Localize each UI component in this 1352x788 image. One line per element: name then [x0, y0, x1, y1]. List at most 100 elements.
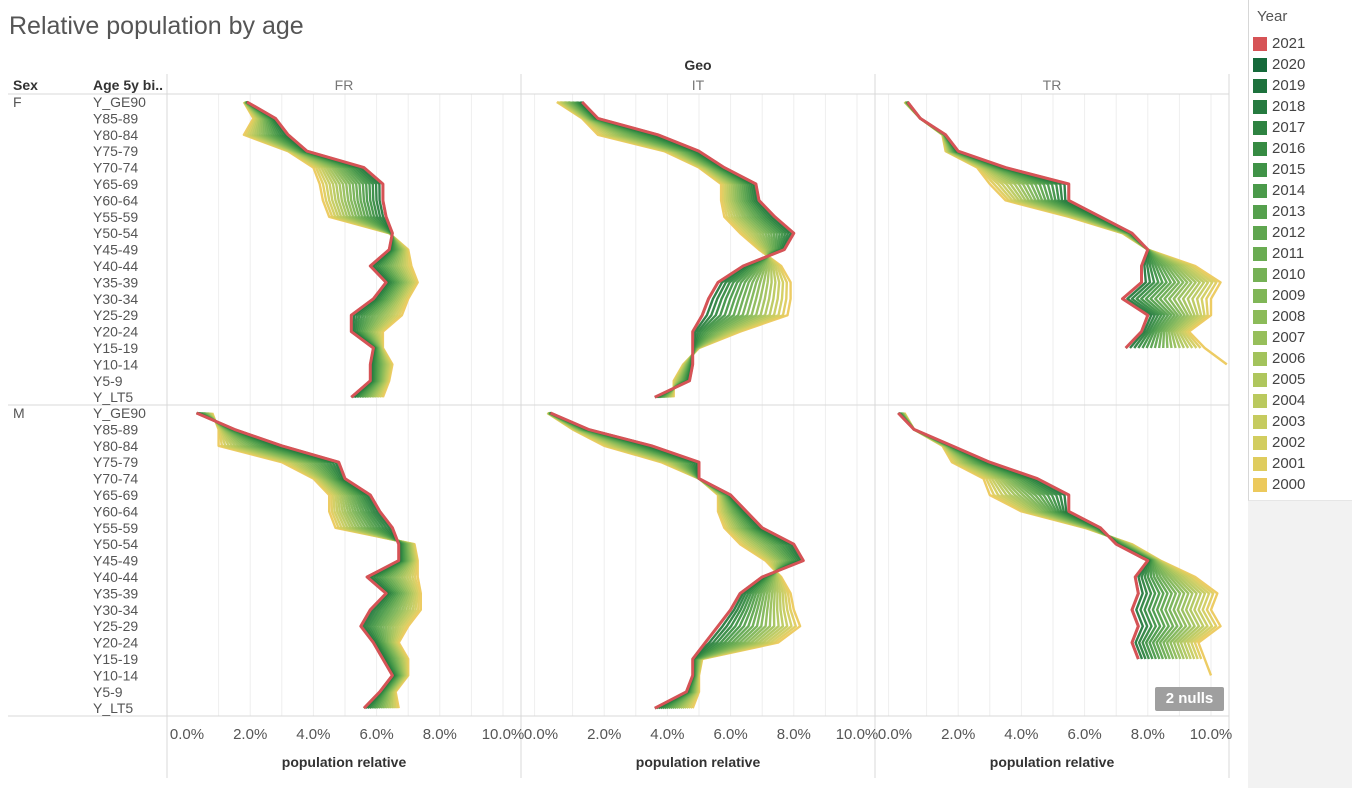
legend-swatch — [1253, 226, 1267, 240]
x-tick-label: 10.0% — [482, 726, 525, 743]
legend-item-2013[interactable]: 2013 — [1253, 202, 1349, 223]
age-label: Y25-29 — [93, 618, 138, 634]
series-line-tr-m-2021 — [897, 411, 1150, 660]
legend-item-2018[interactable]: 2018 — [1253, 97, 1349, 118]
legend-swatch — [1253, 310, 1267, 324]
legend-item-2000[interactable]: 2000 — [1253, 475, 1349, 496]
x-tick-label: 8.0% — [1131, 726, 1165, 743]
age-label: Y70-74 — [93, 471, 138, 487]
series-line-fr-f-2016 — [245, 100, 394, 399]
x-tick-label: 4.0% — [650, 726, 684, 743]
legend-item-2015[interactable]: 2015 — [1253, 160, 1349, 181]
legend-item-2012[interactable]: 2012 — [1253, 223, 1349, 244]
legend-item-2011[interactable]: 2011 — [1253, 244, 1349, 265]
legend-swatch — [1253, 100, 1267, 114]
legend-label: 2003 — [1272, 413, 1306, 430]
age-label: Y30-34 — [93, 602, 138, 618]
x-tick-label: 2.0% — [587, 726, 621, 743]
age-label: Y10-14 — [93, 356, 138, 372]
legend-item-2014[interactable]: 2014 — [1253, 181, 1349, 202]
age-label: Y45-49 — [93, 553, 138, 569]
age-label: Y85-89 — [93, 421, 138, 437]
age-label: Y20-24 — [93, 635, 138, 651]
page-title: Relative population by age — [9, 12, 304, 40]
legend-swatch — [1253, 163, 1267, 177]
legend-label: 2012 — [1272, 224, 1306, 241]
series-line-fr-m-2021 — [195, 411, 401, 710]
legend-label: 2018 — [1272, 98, 1306, 115]
age-label: Y55-59 — [93, 520, 138, 536]
legend-label: 2011 — [1272, 245, 1305, 262]
age-label: Y30-34 — [93, 291, 138, 307]
age-label: Y25-29 — [93, 307, 138, 323]
legend-swatch — [1253, 415, 1267, 429]
age-label: Y70-74 — [93, 160, 138, 176]
legend-item-2005[interactable]: 2005 — [1253, 370, 1349, 391]
legend-label: 2014 — [1272, 182, 1306, 199]
x-tick-label: 6.0% — [1067, 726, 1101, 743]
legend-item-2010[interactable]: 2010 — [1253, 265, 1349, 286]
legend-label: 2013 — [1272, 203, 1306, 220]
x-axis-title: population relative — [990, 754, 1115, 770]
series-line-fr-f-2017 — [246, 100, 394, 399]
legend-label: 2019 — [1272, 77, 1306, 94]
series-line-fr-f-2021 — [246, 100, 394, 399]
legend-swatch — [1253, 37, 1267, 51]
age-label: Y50-54 — [93, 225, 138, 241]
x-axis-title: population relative — [282, 754, 407, 770]
legend-item-2008[interactable]: 2008 — [1253, 307, 1349, 328]
legend-swatch — [1253, 457, 1267, 471]
legend-label: 2001 — [1272, 455, 1306, 472]
legend-swatch — [1253, 121, 1267, 135]
legend-label: 2010 — [1272, 266, 1306, 283]
legend-item-2004[interactable]: 2004 — [1253, 391, 1349, 412]
legend-item-2021[interactable]: 2021 — [1253, 34, 1349, 55]
age-label: Y80-84 — [93, 127, 138, 143]
legend-item-2009[interactable]: 2009 — [1253, 286, 1349, 307]
x-axis-title: population relative — [636, 754, 761, 770]
column-label-tr: TR — [1043, 77, 1062, 93]
legend-item-2016[interactable]: 2016 — [1253, 139, 1349, 160]
x-tick-label: 8.0% — [423, 726, 457, 743]
age-label: Y20-24 — [93, 324, 138, 340]
legend-label: 2005 — [1272, 371, 1306, 388]
legend-item-2003[interactable]: 2003 — [1253, 412, 1349, 433]
legend-label: 2002 — [1272, 434, 1306, 451]
legend-label: 2015 — [1272, 161, 1306, 178]
age-label: Y80-84 — [93, 438, 138, 454]
legend-swatch — [1253, 289, 1267, 303]
legend-swatch — [1253, 394, 1267, 408]
x-tick-label: 4.0% — [296, 726, 330, 743]
legend-item-2019[interactable]: 2019 — [1253, 76, 1349, 97]
legend-label: 2021 — [1272, 35, 1306, 52]
series-line-tr-f-2021 — [906, 101, 1150, 350]
sex-header: Sex — [13, 77, 38, 93]
age-label: Y65-69 — [93, 487, 138, 503]
legend-swatch — [1253, 142, 1267, 156]
legend-swatch — [1253, 79, 1267, 93]
age-label: Y35-39 — [93, 274, 138, 290]
legend-swatch — [1253, 373, 1267, 387]
age-label: Y15-19 — [93, 651, 138, 667]
legend-label: 2016 — [1272, 140, 1306, 157]
sex-label-f: F — [13, 94, 22, 110]
legend-item-2017[interactable]: 2017 — [1253, 118, 1349, 139]
legend-swatch — [1253, 268, 1267, 282]
legend-item-2002[interactable]: 2002 — [1253, 433, 1349, 454]
legend-label: 2007 — [1272, 329, 1306, 346]
legend-item-2001[interactable]: 2001 — [1253, 454, 1349, 475]
x-tick-label: 0.0% — [524, 726, 558, 743]
series-line-it-m-2015 — [549, 411, 797, 710]
age-label: Y35-39 — [93, 585, 138, 601]
legend-item-2007[interactable]: 2007 — [1253, 328, 1349, 349]
year-legend[interactable]: Year 2021 2020 2019 2018 2017 2016 2015 2014 201… — [1248, 0, 1352, 501]
series-line-it-m-2021 — [549, 411, 805, 710]
nulls-badge[interactable]: 2 nulls — [1155, 687, 1224, 711]
legend-item-2020[interactable]: 2020 — [1253, 55, 1349, 76]
legend-title: Year — [1257, 8, 1288, 25]
series-line-tr-m-2011 — [899, 412, 1175, 660]
series-line-tr-m-2014 — [898, 412, 1162, 660]
legend-item-2006[interactable]: 2006 — [1253, 349, 1349, 370]
age-header: Age 5y bi.. — [93, 77, 163, 93]
